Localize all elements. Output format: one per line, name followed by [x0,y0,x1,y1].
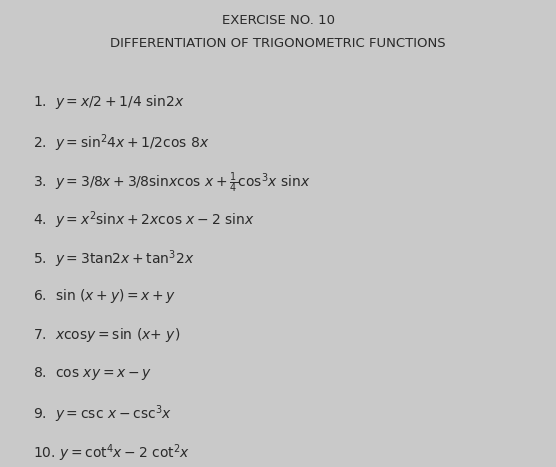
Text: 6.  $\mathrm{sin}\ (x + y) = x + y$: 6. $\mathrm{sin}\ (x + y) = x + y$ [33,287,177,305]
Text: 1.  $y = x/2 + 1/4\ \mathrm{sin}2x$: 1. $y = x/2 + 1/4\ \mathrm{sin}2x$ [33,93,185,112]
Text: 10. $y = \mathrm{cot}^{4}x - 2\ \mathrm{cot}^{2}x$: 10. $y = \mathrm{cot}^{4}x - 2\ \mathrm{… [33,442,191,464]
Text: 3.  $y = 3/8x + 3/8\mathrm{sin}x\mathrm{cos}\ x + \frac{1}{4}\mathrm{cos}^{3}x\ : 3. $y = 3/8x + 3/8\mathrm{sin}x\mathrm{c… [33,171,311,195]
Text: EXERCISE NO. 10: EXERCISE NO. 10 [221,14,335,27]
Text: 2.  $y = \mathrm{sin}^{2}4x + 1/2\mathrm{cos}\ 8x$: 2. $y = \mathrm{sin}^{2}4x + 1/2\mathrm{… [33,132,210,154]
Text: 5.  $y = 3\mathrm{tan}2x + \mathrm{tan}^{3}2x$: 5. $y = 3\mathrm{tan}2x + \mathrm{tan}^{… [33,248,195,270]
Text: DIFFERENTIATION OF TRIGONOMETRIC FUNCTIONS: DIFFERENTIATION OF TRIGONOMETRIC FUNCTIO… [110,37,446,50]
Text: 7.  $x\mathrm{cos}y = \mathrm{sin}\ (x{+}\ y)$: 7. $x\mathrm{cos}y = \mathrm{sin}\ (x{+}… [33,326,181,344]
Text: 9.  $y = \mathrm{csc}\ x - \mathrm{csc}^{3}x$: 9. $y = \mathrm{csc}\ x - \mathrm{csc}^{… [33,403,172,425]
Text: 8.  $\mathrm{cos}\ xy = x - y$: 8. $\mathrm{cos}\ xy = x - y$ [33,365,152,382]
Text: 4.  $y = x^{2}\mathrm{sin}x + 2x\mathrm{cos}\ x - 2\ \mathrm{sin}x$: 4. $y = x^{2}\mathrm{sin}x + 2x\mathrm{c… [33,210,255,231]
